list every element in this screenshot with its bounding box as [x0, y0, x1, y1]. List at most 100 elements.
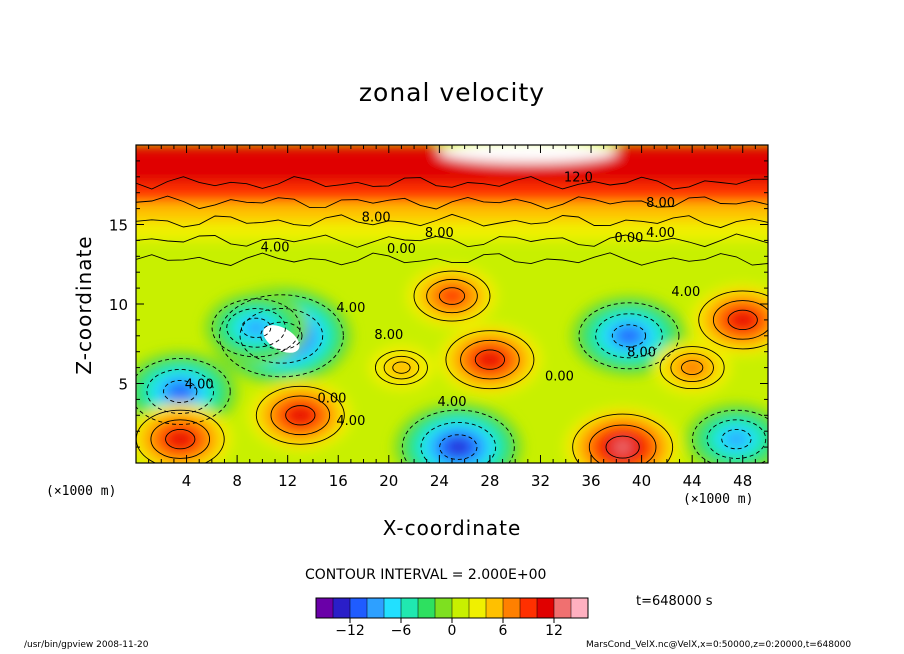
- colorbar-swatch-0: [316, 598, 334, 618]
- contour-11-1: [438, 287, 466, 305]
- colorbar-tick-label-2: 0: [448, 623, 457, 639]
- contour-0-2: [239, 308, 324, 364]
- plot-area: [136, 145, 768, 463]
- x-tick-label-9: 40: [632, 472, 651, 490]
- upper-band-1: [136, 183, 768, 203]
- time-label: t=648000 s: [636, 594, 713, 609]
- x-unit-label-right: (×1000 m): [683, 492, 754, 507]
- contour-label-2: 8.00: [362, 210, 391, 225]
- feature-13-ring-3: [679, 358, 706, 377]
- contour-0-3: [218, 294, 344, 378]
- contour-8-3: [572, 413, 674, 463]
- feature-7-ring-5: [169, 431, 191, 447]
- contour-label-0: 12.0: [564, 171, 593, 186]
- feature-6-ring-5: [289, 408, 311, 423]
- y-tick-label-2: 15: [109, 217, 128, 235]
- contour-13-2: [670, 353, 714, 383]
- feature-3-ring-6: [619, 329, 639, 343]
- contour-0-1: [260, 321, 303, 350]
- contour-10-3: [698, 290, 768, 350]
- colorbar-swatch-6: [418, 598, 436, 618]
- x-tick-label-1: 8: [232, 472, 242, 490]
- contour-10-1: [727, 309, 758, 331]
- y-tick-label-1: 10: [109, 296, 128, 314]
- contour-label-12: 4.00: [336, 414, 365, 429]
- contour-1-1: [240, 317, 272, 338]
- contour-label-4: 4.00: [261, 241, 290, 256]
- contour-8-1: [605, 435, 640, 459]
- colorbar-swatch-4: [384, 598, 402, 618]
- feature-5-ring-5: [726, 431, 747, 447]
- colorbar-swatch-7: [435, 598, 453, 618]
- contour-12-1: [392, 361, 411, 374]
- contour-1-3: [211, 298, 301, 358]
- colorbar-tick-label-4: 12: [545, 623, 563, 639]
- feature-9-ring-5: [479, 352, 501, 367]
- x-tick-label-6: 28: [480, 472, 499, 490]
- contour-label-3: 8.00: [425, 226, 454, 241]
- upper-band-2: [136, 202, 768, 222]
- contour-4-2: [420, 421, 497, 463]
- contour-9-3: [445, 330, 535, 390]
- upper-bands: [136, 145, 768, 260]
- colorbar-swatch-11: [503, 598, 521, 618]
- feature-4-ring-7: [449, 440, 468, 454]
- contour-3-3: [578, 302, 680, 370]
- contour-label-6: 0.00: [614, 231, 643, 246]
- contour-label-11: 0.00: [317, 392, 346, 407]
- contour-9-2: [460, 339, 520, 380]
- band-contour-4: [136, 252, 768, 266]
- contour-12-3: [374, 350, 428, 386]
- colorbar-swatch-15: [571, 598, 589, 618]
- feature-12-ring-2: [385, 356, 418, 379]
- colorbar-swatch-10: [486, 598, 504, 618]
- colorbar-swatch-9: [469, 598, 487, 618]
- contour-lines: [136, 176, 768, 463]
- x-tick-label-4: 20: [379, 472, 398, 490]
- colorbar-swatch-12: [520, 598, 538, 618]
- x-axis-label: X-coordinate: [382, 516, 522, 540]
- band-contour-2: [136, 213, 768, 229]
- contour-3-1: [611, 324, 647, 348]
- contour-11-2: [426, 278, 478, 314]
- x-tick-label-5: 24: [430, 472, 449, 490]
- colorbar-swatch-2: [350, 598, 368, 618]
- feature-2-ring-6: [170, 384, 190, 399]
- contour-9-1: [474, 349, 506, 370]
- contour-label-8: 4.00: [336, 301, 365, 316]
- contour-4-1: [439, 434, 478, 460]
- x-tick-label-11: 48: [733, 472, 752, 490]
- contour-13-1: [681, 360, 704, 376]
- contour-label-layer: 12.08.008.008.004.00 0.000.00 4.004.008.00…: [185, 171, 701, 429]
- contour-label-9: 8.00: [374, 328, 403, 343]
- footer-right-text: MarsCond_VelX.nc@VelX,x=0:50000,z=0:2000…: [586, 640, 852, 650]
- contour-5-3: [691, 409, 768, 463]
- colorbar-tick-label-0: −12: [335, 623, 365, 639]
- feature-8-ring-6: [612, 440, 633, 454]
- contour-6-1: [285, 405, 316, 426]
- contour-6-2: [270, 395, 331, 436]
- upper-band-4: [136, 240, 768, 260]
- contour-7-2: [150, 419, 211, 459]
- contour-5-1: [721, 429, 752, 450]
- contour-label-1: 8.00: [646, 196, 675, 211]
- contour-6-3: [255, 385, 345, 445]
- contour-label-5: 0.00: [387, 242, 416, 257]
- contour-4-3: [401, 409, 515, 463]
- x-tick-label-2: 12: [278, 472, 297, 490]
- contour-13-3: [659, 346, 725, 390]
- contour-label-13: 4.00: [438, 395, 467, 410]
- x-tick-label-3: 16: [329, 472, 348, 490]
- contour-label-15: 8.00: [627, 345, 656, 360]
- contour-12-2: [383, 355, 420, 380]
- colorbar-tick-label-3: 6: [499, 623, 508, 639]
- contour-label-7: 4.00: [646, 226, 675, 241]
- contour-2-3: [136, 358, 231, 425]
- feature-10-ring-5: [732, 312, 754, 328]
- chart-title: zonal velocity: [358, 78, 546, 107]
- jet-core: [437, 145, 618, 164]
- contour-8-2: [588, 424, 657, 463]
- band-contour-1: [136, 195, 768, 210]
